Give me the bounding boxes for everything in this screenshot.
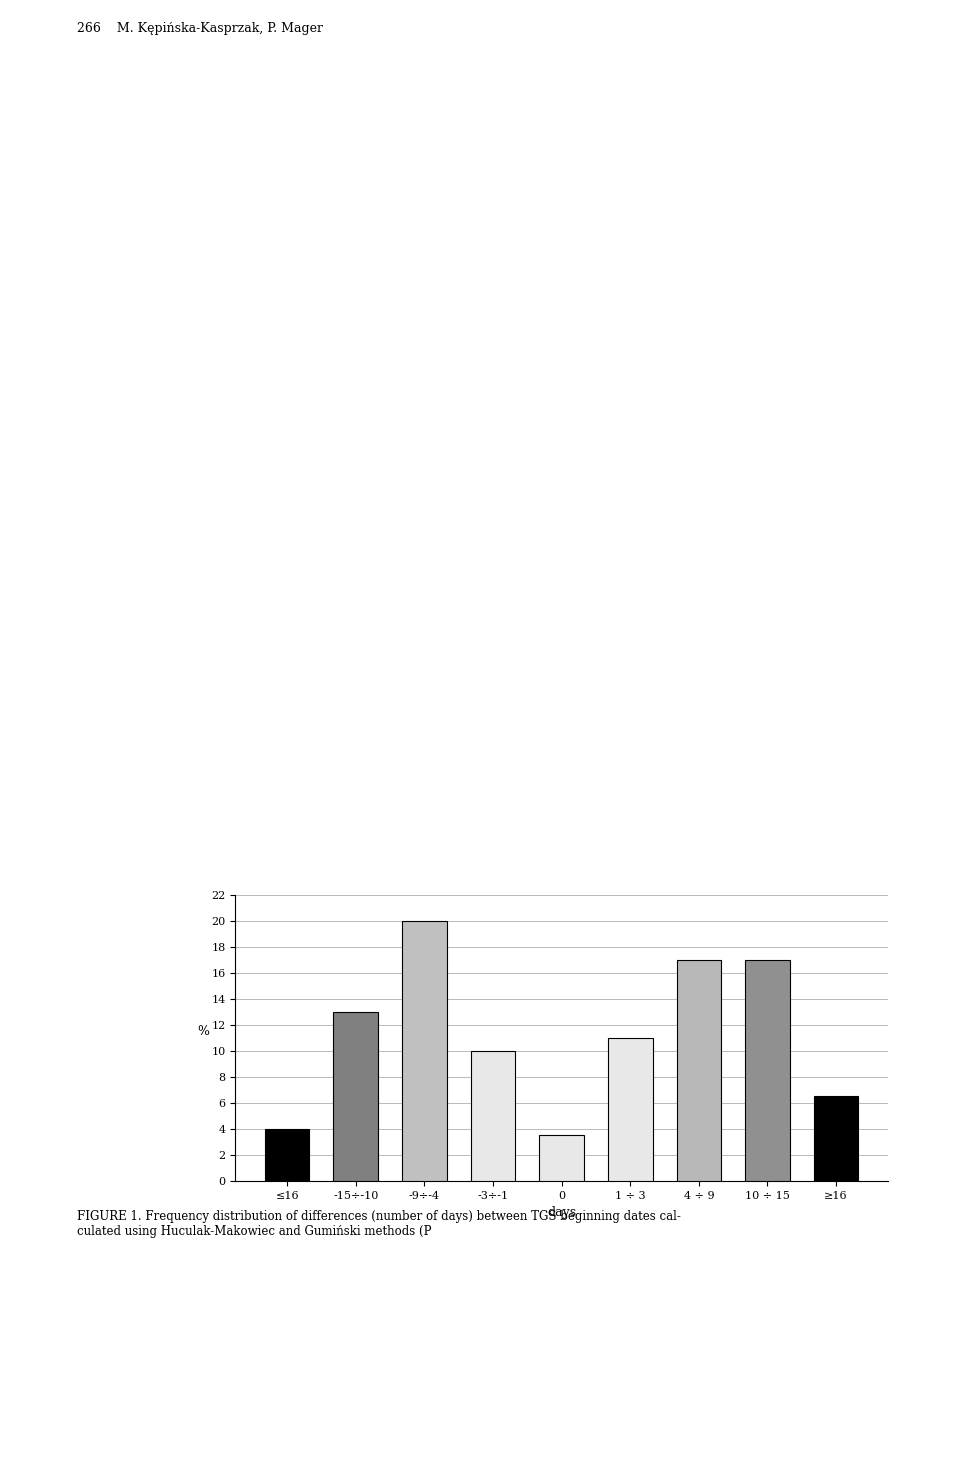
Bar xyxy=(402,921,446,1181)
Bar xyxy=(608,1039,653,1181)
Bar xyxy=(265,1130,309,1181)
Bar xyxy=(677,959,721,1181)
Y-axis label: %: % xyxy=(197,1025,209,1039)
Bar xyxy=(540,1135,584,1181)
Bar xyxy=(745,959,790,1181)
Text: FIGURE 1. Frequency distribution of differences (number of days) between TGS beg: FIGURE 1. Frequency distribution of diff… xyxy=(77,1210,681,1238)
Bar xyxy=(814,1096,858,1181)
X-axis label: days: days xyxy=(547,1206,576,1219)
Bar xyxy=(470,1050,516,1181)
Bar xyxy=(333,1012,378,1181)
Text: 266    M. Kępińska-Kasprzak, P. Mager: 266 M. Kępińska-Kasprzak, P. Mager xyxy=(77,22,323,35)
